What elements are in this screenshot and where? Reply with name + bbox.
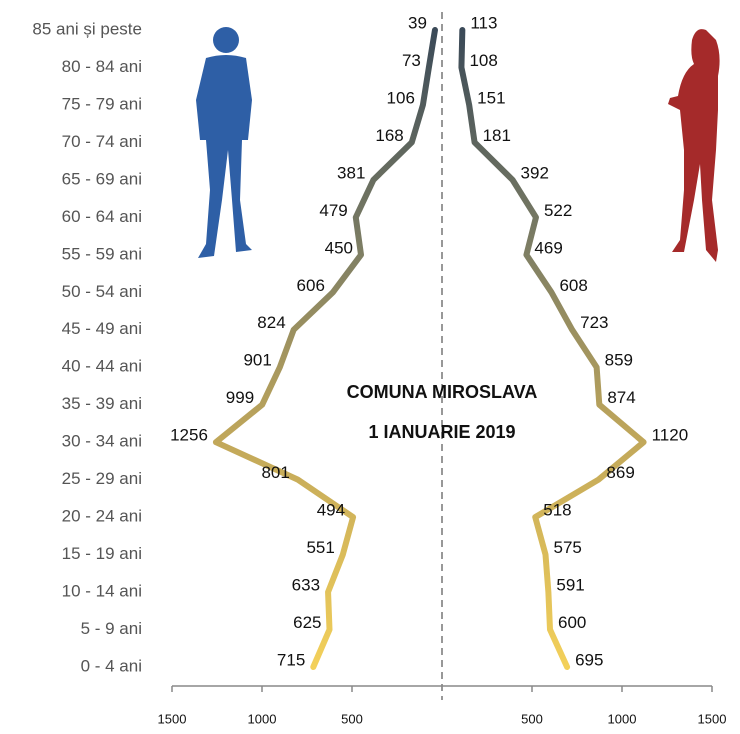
value-label: 999	[226, 388, 254, 407]
value-label: 39	[408, 13, 427, 32]
y-tick-label: 5 - 9 ani	[81, 619, 142, 638]
value-label: 591	[556, 576, 584, 595]
chart: COMUNA MIROSLAVA 1 IANUARIE 2019 1500 100…	[0, 0, 740, 734]
value-label: 801	[261, 463, 289, 482]
value-label: 600	[558, 613, 586, 632]
y-tick-label: 10 - 14 ani	[62, 582, 142, 601]
value-label: 181	[483, 126, 511, 145]
value-label: 1256	[170, 426, 208, 445]
man-silhouette	[196, 27, 252, 258]
value-label: 869	[606, 463, 634, 482]
y-tick-label: 30 - 34 ani	[62, 432, 142, 451]
value-label: 901	[243, 351, 271, 370]
value-label: 859	[605, 351, 633, 370]
value-label: 824	[257, 313, 285, 332]
x-tick-label: 500	[341, 711, 363, 726]
value-label: 608	[559, 276, 587, 295]
y-tick-label: 45 - 49 ani	[62, 319, 142, 338]
y-tick-label: 85 ani și peste	[32, 19, 142, 38]
value-label: 469	[534, 238, 562, 257]
chart-title: COMUNA MIROSLAVA	[347, 382, 538, 402]
value-label: 606	[297, 276, 325, 295]
value-label: 518	[543, 501, 571, 520]
y-tick-label: 25 - 29 ani	[62, 469, 142, 488]
y-tick-label: 80 - 84 ani	[62, 57, 142, 76]
x-tick-label: 1000	[608, 711, 637, 726]
y-tick-label: 75 - 79 ani	[62, 94, 142, 113]
y-tick-label: 35 - 39 ani	[62, 394, 142, 413]
chart-subtitle: 1 IANUARIE 2019	[368, 422, 515, 442]
value-label: 874	[607, 388, 635, 407]
x-tick-label: 1500	[158, 711, 187, 726]
value-label: 575	[554, 538, 582, 557]
value-label: 695	[575, 650, 603, 669]
value-label: 381	[337, 163, 365, 182]
x-tick-label: 500	[521, 711, 543, 726]
x-tick-label: 1000	[248, 711, 277, 726]
value-label: 450	[325, 238, 353, 257]
value-label: 522	[544, 201, 572, 220]
value-label: 168	[375, 126, 403, 145]
value-label: 113	[470, 13, 497, 32]
y-tick-label: 0 - 4 ani	[81, 656, 142, 675]
y-tick-label: 15 - 19 ani	[62, 544, 142, 563]
value-label: 151	[477, 88, 505, 107]
value-label: 392	[521, 163, 549, 182]
value-label: 479	[319, 201, 347, 220]
value-label: 715	[277, 650, 305, 669]
value-label: 551	[306, 538, 334, 557]
value-label: 633	[292, 576, 320, 595]
value-label: 625	[293, 613, 321, 632]
value-label: 723	[580, 313, 608, 332]
value-label: 494	[317, 501, 345, 520]
y-tick-label: 40 - 44 ani	[62, 357, 142, 376]
x-tick-label: 1500	[698, 711, 727, 726]
y-tick-label: 70 - 74 ani	[62, 132, 142, 151]
y-tick-label: 60 - 64 ani	[62, 207, 142, 226]
y-tick-label: 55 - 59 ani	[62, 244, 142, 263]
y-tick-label: 65 - 69 ani	[62, 169, 142, 188]
woman-silhouette	[668, 29, 720, 262]
value-label: 108	[469, 51, 497, 70]
value-label: 1120	[652, 426, 689, 445]
y-tick-label: 50 - 54 ani	[62, 282, 142, 301]
value-label: 73	[402, 51, 421, 70]
y-tick-label: 20 - 24 ani	[62, 507, 142, 526]
value-label: 106	[387, 88, 415, 107]
